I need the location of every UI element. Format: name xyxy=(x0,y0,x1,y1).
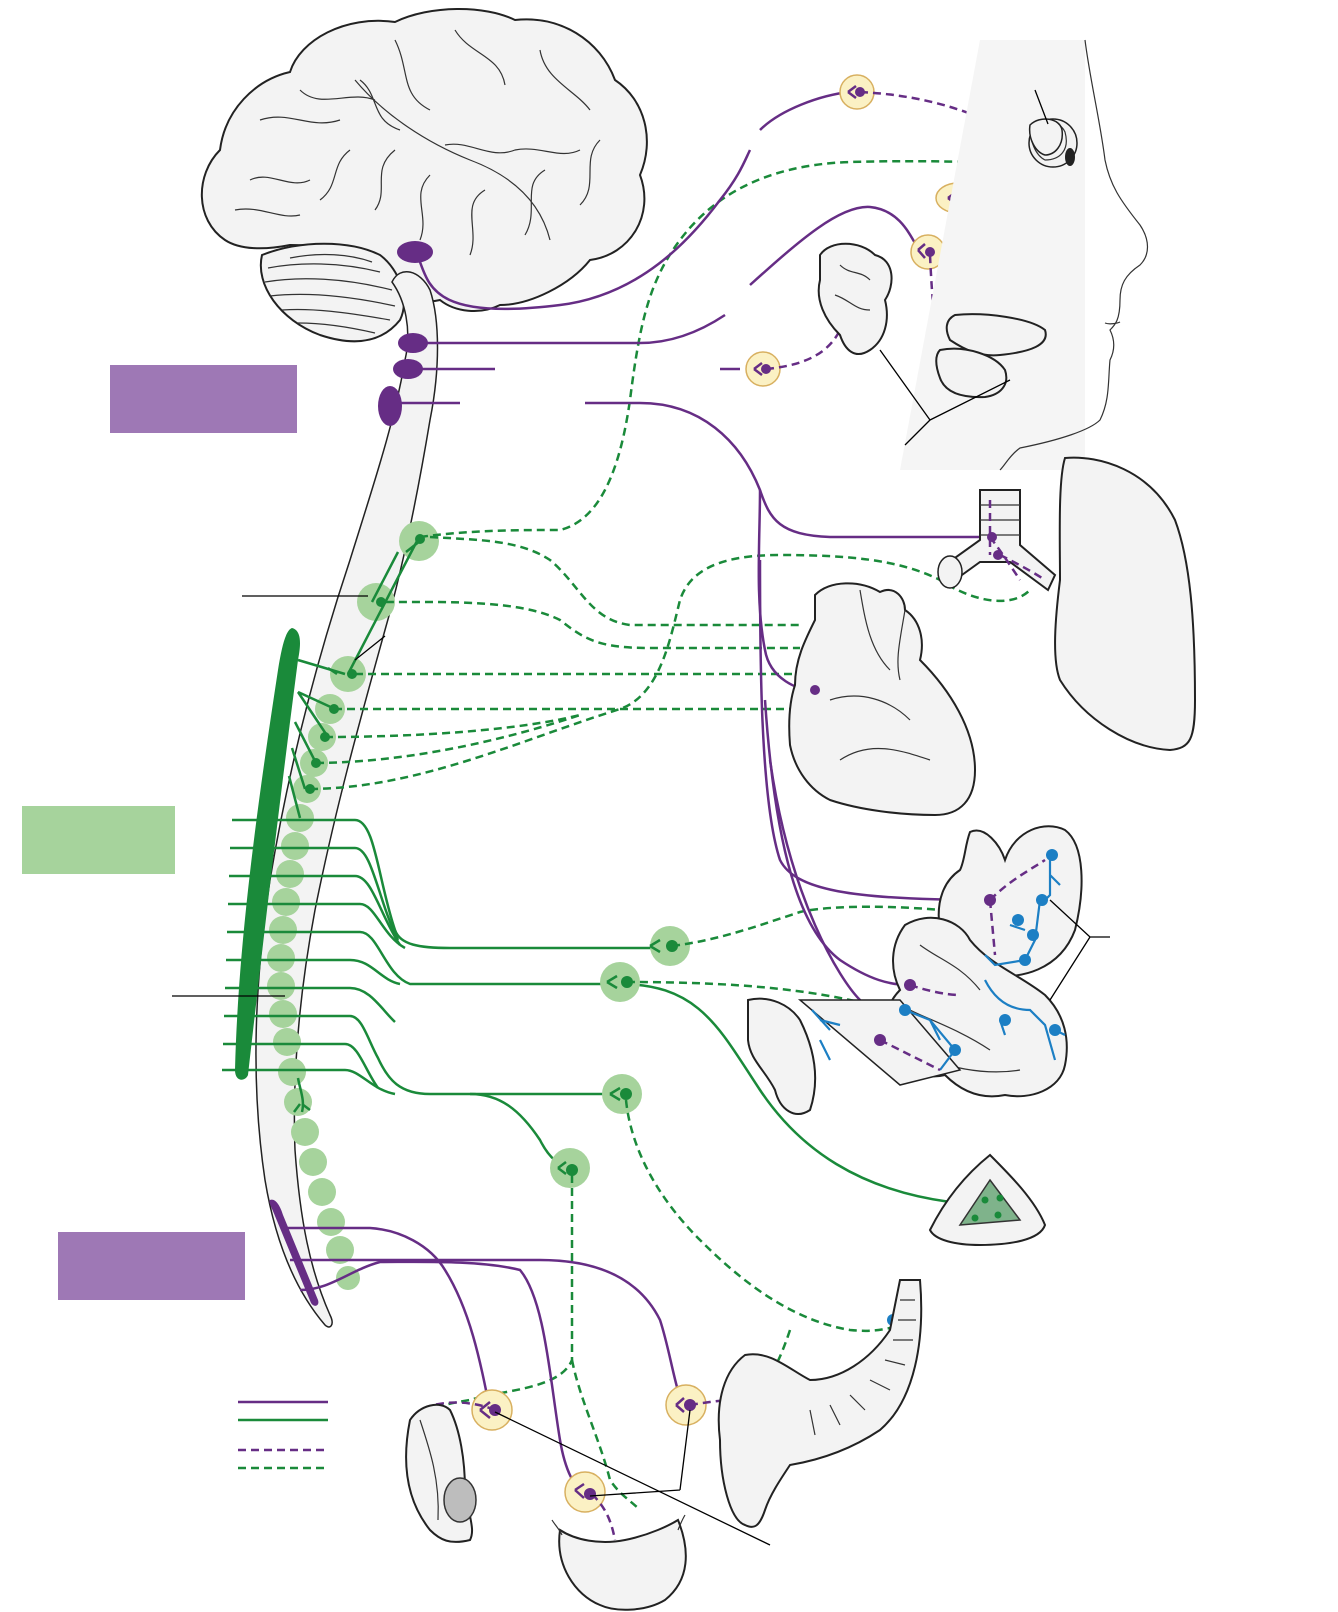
lung xyxy=(1054,456,1197,752)
salivary-glands xyxy=(817,242,1047,446)
rectum-colon xyxy=(717,1279,923,1528)
cranial-nuclei xyxy=(378,241,433,426)
brainstem-and-spinal-cord xyxy=(255,271,439,1328)
cerebellum xyxy=(259,242,405,343)
sympathetic-chain xyxy=(267,521,439,1290)
sympathetic-preganglionic-fibers xyxy=(222,818,951,1204)
genitals xyxy=(405,1403,477,1543)
prevertebral-ganglia xyxy=(550,926,690,1188)
lacrimal-gland xyxy=(1028,118,1064,156)
label-box-thoracolumbar-sympathetic xyxy=(22,806,175,874)
sacral-nucleus-parasympathetic xyxy=(269,1199,319,1306)
trachea xyxy=(937,489,1057,592)
stomach xyxy=(937,825,1083,978)
legend xyxy=(238,1400,328,1470)
adrenal-gland xyxy=(928,1153,1047,1247)
lateral-horn-sympathetic xyxy=(235,628,300,1080)
gut-parasympathetic-ganglia xyxy=(874,858,1046,1072)
bladder xyxy=(551,1514,687,1611)
leader-lines xyxy=(172,89,1110,1546)
heart xyxy=(788,582,977,817)
label-box-sacral-parasympathetic xyxy=(58,1232,245,1300)
label-box-cranial-parasympathetic xyxy=(110,365,297,433)
